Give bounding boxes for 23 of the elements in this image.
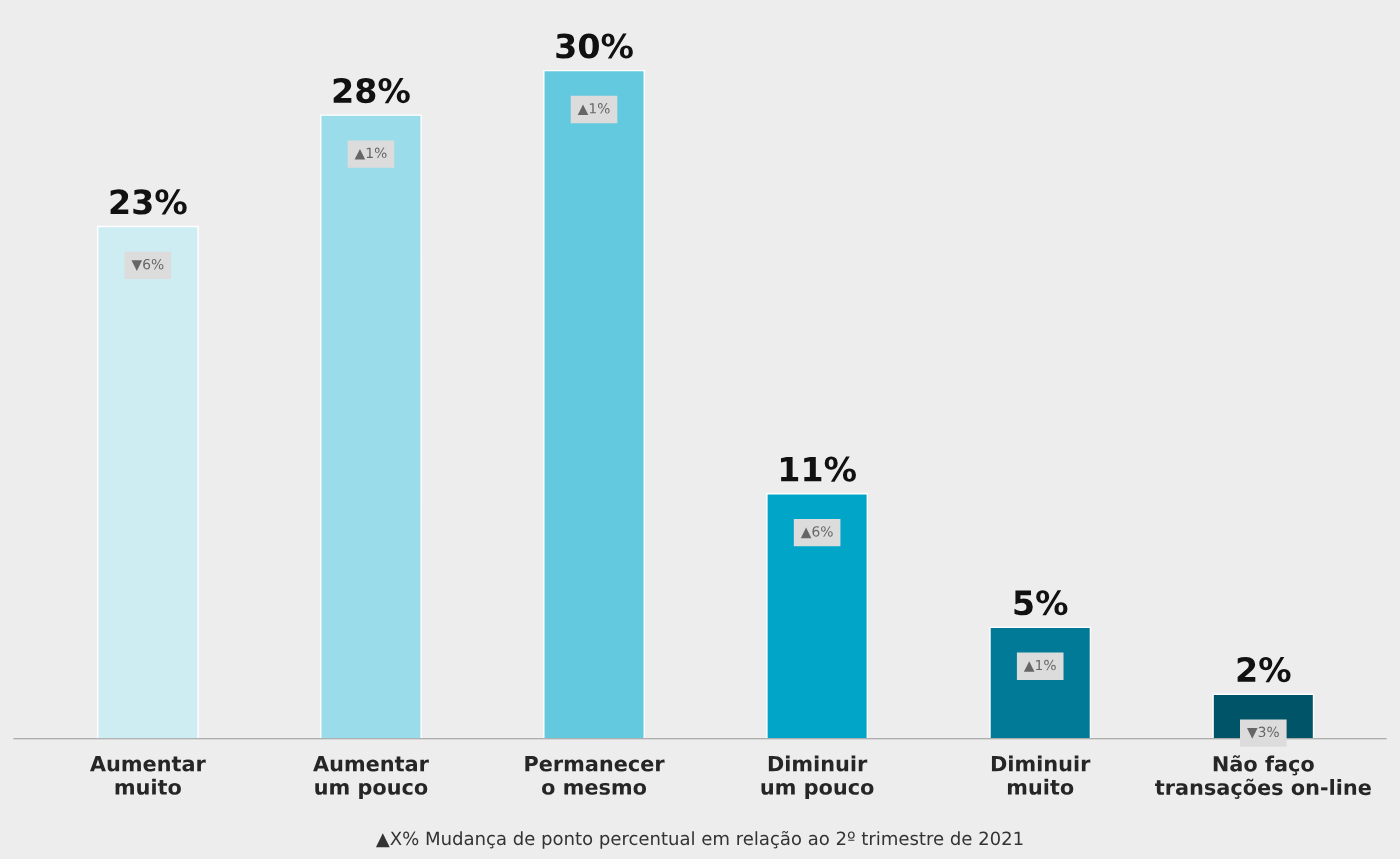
annotation: ▲1% [577,103,610,116]
data-label: 30% [556,33,633,59]
data-label: 11% [780,456,856,482]
data-label: 28% [333,77,410,104]
x-tick-label: Aumentar um pouco [313,756,429,799]
bar [543,69,645,739]
x-tick-label: Aumentar muito [90,756,206,795]
bar [766,493,869,739]
annotation: ▲1% [354,147,387,160]
data-label: 23% [110,189,187,215]
x-tick-label: Permanecer o mesmo [525,756,665,795]
bar [320,114,422,739]
annotation: ▲6% [800,526,833,539]
bar [96,225,199,739]
annotation: ▼6% [131,258,164,271]
x-tick-label: Diminuir um pouco [761,755,874,799]
annotation: ▼3% [1246,726,1279,739]
x-tick-label: Não faço transações on-line [1155,755,1371,799]
data-label: 5% [1014,590,1068,616]
data-label: 2% [1237,656,1291,683]
annotation: ▲1% [1023,659,1056,672]
x-tick-label: Diminuir muito [991,755,1091,795]
text: ▲X% Mudança de ponto percentual em relação ao 2º trimestre de 2021 [375,830,1023,849]
